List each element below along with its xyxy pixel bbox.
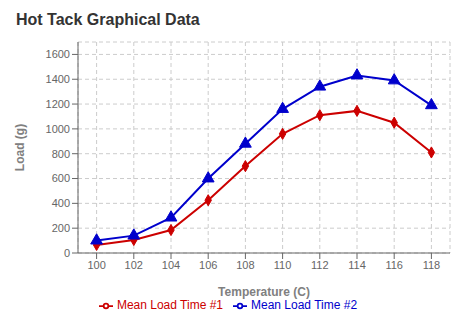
svg-text:1400: 1400 [46,73,70,85]
svg-text:600: 600 [52,172,70,184]
svg-text:108: 108 [236,259,254,271]
svg-text:112: 112 [311,259,329,271]
svg-text:100: 100 [87,259,105,271]
html-text:Mean Load Time #2: Mean Load Time #2 [251,298,358,312]
svg-text:106: 106 [199,259,217,271]
svg-text:116: 116 [385,259,403,271]
svg-text:114: 114 [348,259,366,271]
svg-text:110: 110 [274,259,292,271]
svg-text:Temperature (C): Temperature (C) [218,285,310,299]
svg-text:400: 400 [52,197,70,209]
svg-text:104: 104 [162,259,180,271]
svg-text:200: 200 [52,222,70,234]
svg-text:1200: 1200 [46,98,70,110]
svg-text:1000: 1000 [46,123,70,135]
html-text:Hot Tack Graphical Data: Hot Tack Graphical Data [16,11,200,28]
svg-text:102: 102 [125,259,143,271]
svg-text:800: 800 [52,148,70,160]
svg-text:Load (g): Load (g) [13,124,27,171]
svg-text:1600: 1600 [46,48,70,60]
html-text:Mean Load Time #1: Mean Load Time #1 [116,298,223,312]
svg-text:118: 118 [423,259,441,271]
svg-text:0: 0 [64,247,70,259]
